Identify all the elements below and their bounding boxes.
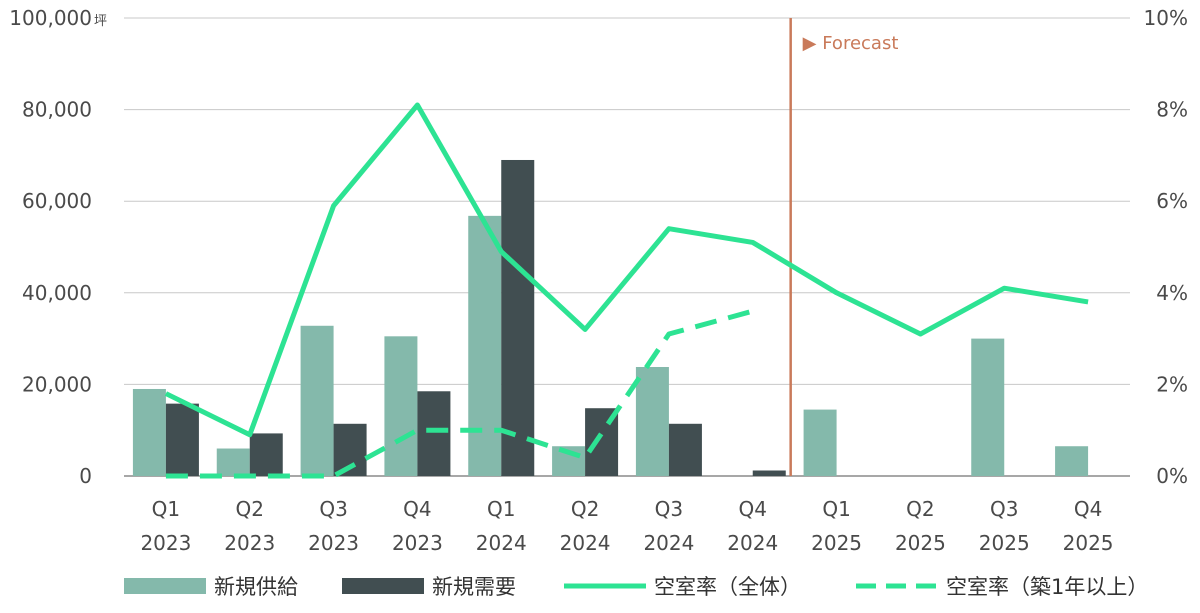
right-tick-label: 0% [1156,464,1188,488]
x-tick-label-year: 2023 [392,531,443,555]
left-tick-label: 20,000 [22,372,92,396]
x-tick-label-quarter: Q3 [990,497,1018,521]
x-tick-label-quarter: Q3 [655,497,683,521]
left-tick-label: 60,000 [22,189,92,213]
legend-item-new-supply: 新規供給 [124,575,298,599]
bar-new-supply [132,388,166,476]
x-tick-label-quarter: Q3 [319,497,347,521]
legend: 新規供給 新規需要 空室率（全体） 空室率（築1年以上） [124,575,1148,599]
x-tick-label-quarter: Q2 [236,497,264,521]
bar-new-demand [752,470,786,476]
x-tick-label-year: 2024 [727,531,778,555]
x-tick-label-year: 2025 [1063,531,1114,555]
legend-label: 空室率（築1年以上） [946,575,1148,599]
forecast-label: ▶ Forecast [803,33,899,54]
gridlines [124,17,1130,477]
line-series [164,102,1089,479]
x-tick-label-year: 2023 [140,531,191,555]
left-tick-label: 40,000 [22,281,92,305]
bar-new-demand [165,403,199,476]
x-tick-label-year: 2023 [308,531,359,555]
right-tick-label: 8% [1156,98,1188,122]
right-tick-label: 2% [1156,372,1188,396]
x-tick-label-year: 2025 [811,531,862,555]
x-tick-label-year: 2024 [560,531,611,555]
x-tick-label-quarter: Q1 [822,497,850,521]
legend-label: 新規需要 [432,575,516,599]
x-tick-label-quarter: Q2 [571,497,599,521]
legend-label: 新規供給 [214,575,298,599]
bar-new-demand [501,159,535,477]
legend-item-vacancy-total: 空室率（全体） [564,575,801,599]
x-tick-label-year: 2023 [224,531,275,555]
x-tick-label-year: 2025 [895,531,946,555]
bar-new-supply [1055,446,1089,476]
x-tick-label-quarter: Q4 [739,497,767,521]
right-tick-label: 4% [1156,281,1188,305]
bar-new-supply [635,366,669,476]
x-tick-label-year: 2025 [979,531,1030,555]
right-tick-label: 10% [1144,6,1188,30]
bar-new-supply [803,409,837,476]
legend-item-vacancy-existing: 空室率（築1年以上） [856,575,1148,599]
axes: 0 0% 20,000 2% 40,000 4% 60,000 6% 80,000 8% 100,0… [9,6,1188,555]
bar-new-supply [300,325,334,476]
x-tick-label-quarter: Q4 [403,497,431,521]
bar-new-supply [468,215,502,476]
bar-new-demand [668,423,702,476]
line-vacancy-existing [165,308,754,479]
x-tick-label-quarter: Q1 [487,497,515,521]
bar-new-demand [249,433,283,476]
legend-swatch [124,578,206,594]
bar-series [132,159,1089,477]
x-tick-label-quarter: Q4 [1074,497,1102,521]
x-tick-label-quarter: Q1 [152,497,180,521]
left-axis-unit: 坪 [94,14,107,29]
line-vacancy-total [164,102,1089,438]
bar-new-supply [216,448,250,476]
legend-label: 空室率（全体） [654,575,801,599]
legend-swatch [342,578,424,594]
bar-new-supply [971,338,1005,476]
forecast-marker: ▶ Forecast [789,18,899,476]
left-tick-label: 100,000 [9,6,92,30]
left-tick-label: 0 [79,464,92,488]
x-tick-label-year: 2024 [643,531,694,555]
right-tick-label: 6% [1156,189,1188,213]
legend-item-new-demand: 新規需要 [342,575,516,599]
bar-new-demand [417,391,451,476]
left-tick-label: 80,000 [22,98,92,122]
x-tick-label-year: 2024 [476,531,527,555]
x-tick-label-quarter: Q2 [906,497,934,521]
bar-new-supply [384,336,418,476]
